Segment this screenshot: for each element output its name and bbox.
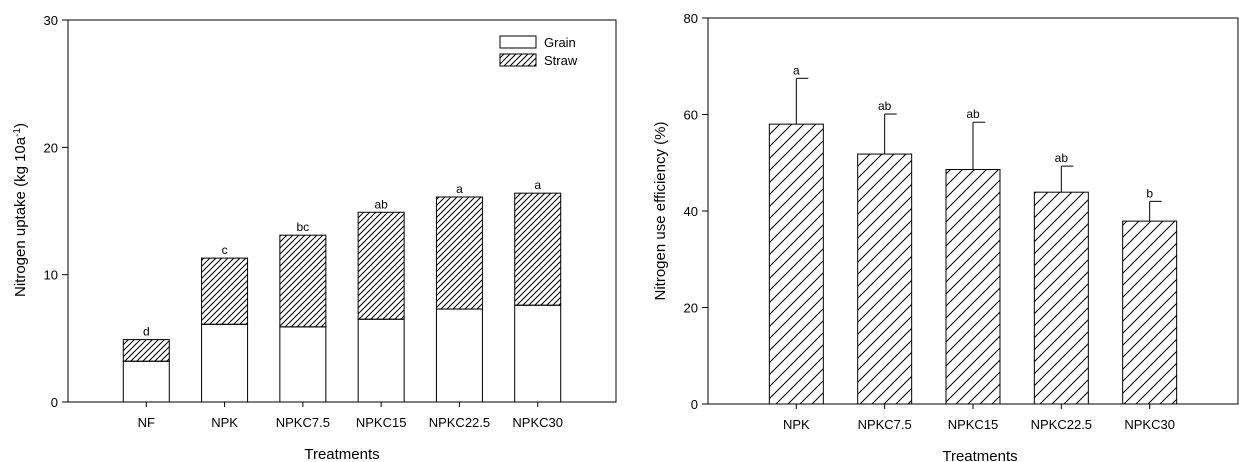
bar [857, 153, 913, 405]
significance-label: a [534, 178, 541, 192]
legend-entry: Grain [544, 35, 576, 50]
legend-swatch [499, 53, 537, 67]
bar-straw [122, 339, 170, 362]
significance-label: d [143, 325, 150, 339]
y-tick-label: 20 [684, 301, 698, 316]
x-tick-label: NPKC7.5 [858, 417, 912, 432]
significance-label: b [1146, 186, 1153, 200]
significance-label: c [222, 243, 228, 257]
y-tick-label: 0 [691, 397, 698, 412]
y-tick-label: 60 [684, 108, 698, 123]
x-tick-label: NPKC15 [356, 415, 407, 430]
x-tick-label: NPKC30 [512, 415, 563, 430]
nitrogen-uptake-chart: d NF c NPK bc NPKC7.5 ab NPKC15 a NPKC22.5 a NPKC30… [12, 13, 617, 462]
significance-label: ab [374, 197, 388, 211]
x-tick-label: NPKC15 [948, 417, 999, 432]
bar-straw [201, 257, 249, 325]
y-tick-label: 20 [44, 140, 58, 155]
plot-frame [67, 19, 617, 403]
x-axis-title: Treatments [942, 448, 1017, 462]
significance-label: ab [966, 107, 980, 121]
bar-grain [201, 323, 249, 403]
legend-swatch [499, 35, 537, 49]
bar [945, 169, 1001, 405]
y-tick-label: 80 [684, 11, 698, 26]
x-tick-label: NPK [783, 417, 810, 432]
bar-grain [435, 308, 483, 403]
significance-label: ab [1055, 151, 1069, 165]
bar-grain [357, 318, 405, 403]
x-tick-label: NF [138, 415, 155, 430]
y-tick-label: 0 [51, 395, 58, 410]
bar-straw [435, 196, 483, 310]
nitrogen-use-efficiency-chart: a NPK ab NPKC7.5 ab NPKC15 ab NPKC22.5 b NPKC30 0 2… [652, 11, 1239, 462]
x-tick-label: NPKC7.5 [276, 415, 330, 430]
significance-label: a [793, 63, 800, 77]
bar [1122, 220, 1178, 405]
x-tick-label: NPKC22.5 [1031, 417, 1092, 432]
legend-entry: Straw [544, 53, 578, 68]
bar-straw [514, 192, 562, 306]
y-tick-label: 10 [44, 268, 58, 283]
bar-grain [279, 326, 327, 403]
significance-label: a [456, 182, 463, 196]
significance-label: bc [297, 220, 310, 234]
bar-straw [279, 234, 327, 328]
x-axis-title: Treatments [304, 446, 379, 462]
y-axis-title: Nitrogen uptake (kg 10a-1) [12, 123, 30, 297]
y-tick-label: 30 [44, 13, 58, 28]
bar-grain [122, 360, 170, 403]
x-tick-label: NPKC22.5 [429, 415, 490, 430]
bar [1033, 191, 1089, 405]
bar-straw [357, 211, 405, 320]
y-axis-title: Nitrogen use efficiency (%) [652, 122, 669, 301]
y-tick-label: 40 [684, 204, 698, 219]
bar-grain [514, 304, 562, 403]
x-tick-label: NPK [211, 415, 238, 430]
x-tick-label: NPKC30 [1124, 417, 1175, 432]
bar [768, 123, 824, 405]
significance-label: ab [878, 99, 892, 113]
